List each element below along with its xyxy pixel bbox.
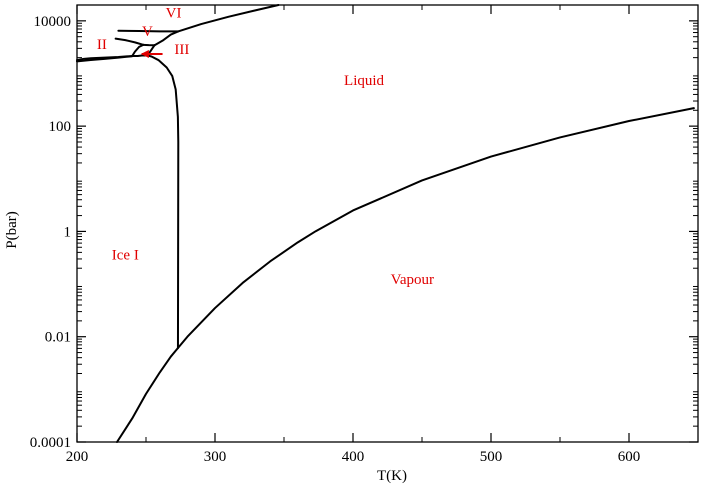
series-line-ice-ii-v-boundary <box>114 37 145 46</box>
region-label-iii: III <box>174 42 189 58</box>
plot-background <box>77 5 698 442</box>
plot-frame <box>76 4 699 443</box>
y-tick-label: 0.01 <box>45 330 71 346</box>
series-line-melting-ice-v <box>153 30 180 47</box>
plot-area <box>77 5 698 442</box>
y-tick-label: 1 <box>64 224 72 240</box>
region-label-v: V <box>142 24 153 40</box>
series-line-melting-ice-i <box>146 54 180 350</box>
series-line-melting-ice-vi <box>177 4 280 33</box>
region-label-ice-i: Ice I <box>112 248 139 264</box>
y-tick-label: 0.0001 <box>30 435 71 451</box>
series-line-vaporization <box>176 107 695 350</box>
series-line-ice-i-ii-boundary-lower <box>76 55 134 63</box>
y-tick-label: 10000 <box>34 14 72 30</box>
x-tick-label: 200 <box>66 449 89 465</box>
y-axis-title: P(bar) <box>4 211 20 249</box>
x-axis-title: T(K) <box>377 468 407 484</box>
x-tick-label: 400 <box>342 449 365 465</box>
axis-layer: 200 300 400 500 600 0.0001 0.01 1 100 10000 <box>30 4 699 465</box>
series-line-ice-i-iii-boundary <box>131 54 149 57</box>
y-tick-label: 100 <box>49 119 72 135</box>
x-tick-label: 600 <box>618 449 641 465</box>
series-layer <box>76 4 695 443</box>
x-tick-label: 300 <box>204 449 227 465</box>
series-line-sublimation <box>116 347 179 443</box>
region-label-vapour: Vapour <box>391 272 434 288</box>
series-line-ice-ii-iii-boundary <box>131 43 145 57</box>
x-tick-label: 500 <box>480 449 503 465</box>
series-line-ice-v-vi-boundary <box>117 29 180 33</box>
region-label-liquid: Liquid <box>344 73 384 89</box>
region-label-ii: II <box>97 37 107 53</box>
region-label-vi: VI <box>166 6 182 22</box>
